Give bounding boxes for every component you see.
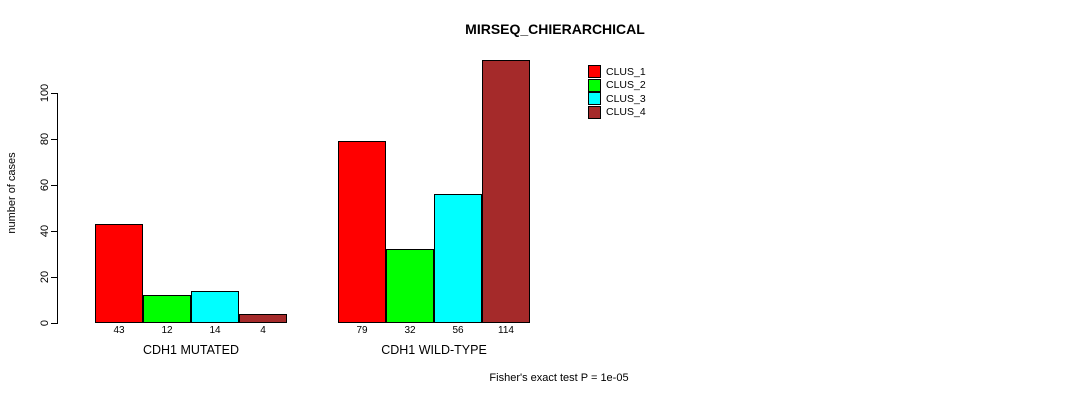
bar-clus_1-mutated [95,223,143,323]
legend-swatch-clus_1 [588,65,601,79]
bar-clus_3-mutated [191,290,239,323]
legend-swatch-clus_3 [588,92,601,106]
bar-clus_4-wild-type [482,60,530,323]
y-tick-label: 80 [39,132,51,145]
bar-clus_2-mutated [143,295,191,323]
y-axis-tick [51,276,58,278]
bar-clus_4-mutated [239,313,287,323]
y-tick-label: 60 [39,178,51,191]
bar-value-label: 43 [113,325,125,336]
bar-value-label: 56 [452,325,464,336]
y-axis-title: number of cases [6,152,18,234]
y-axis-line [57,92,58,323]
legend-label: CLUS_1 [606,65,646,78]
y-axis-tick [51,138,58,140]
y-axis-tick [51,92,58,94]
legend-swatch-clus_4 [588,105,601,119]
legend-entry-clus_2: CLUS_2 [588,78,646,93]
bar-value-label: 79 [356,325,368,336]
legend-label: CLUS_2 [606,79,646,92]
y-tick-label: 20 [39,270,51,284]
legend-entry-clus_1: CLUS_1 [588,65,646,79]
y-tick-label: 0 [39,319,51,327]
legend-swatch-clus_2 [588,78,601,92]
x-group-label: CDH1 MUTATED [142,343,240,357]
stat-annotation: Fisher's exact test P = 1e-05 [489,372,629,384]
bar-clus_1-wild-type [338,140,386,323]
legend-label: CLUS_3 [606,92,646,105]
bar-value-label: 14 [209,325,221,336]
y-axis-tick [51,184,58,186]
y-tick-label: 40 [39,224,51,237]
y-tick-label: 100 [39,83,51,102]
bar-value-label: 4 [260,325,266,336]
bar-clus_3-wild-type [434,193,482,323]
bar-value-label: 114 [498,325,514,336]
bar-clus_2-wild-type [386,249,434,323]
x-group-label: CDH1 WILD-TYPE [381,343,487,357]
bar-value-label: 32 [404,325,416,336]
bar-value-label: 12 [161,325,173,336]
y-axis-tick [51,323,58,324]
chart-title: MIRSEQ_CHIERARCHICAL [465,21,645,37]
legend-label: CLUS_4 [606,106,646,119]
legend: CLUS_1 CLUS_2 CLUS_3 CLUS_4 [588,65,646,119]
legend-entry-clus_3: CLUS_3 [588,92,646,106]
legend-entry-clus_4: CLUS_4 [588,105,646,120]
y-axis-tick [51,230,58,232]
